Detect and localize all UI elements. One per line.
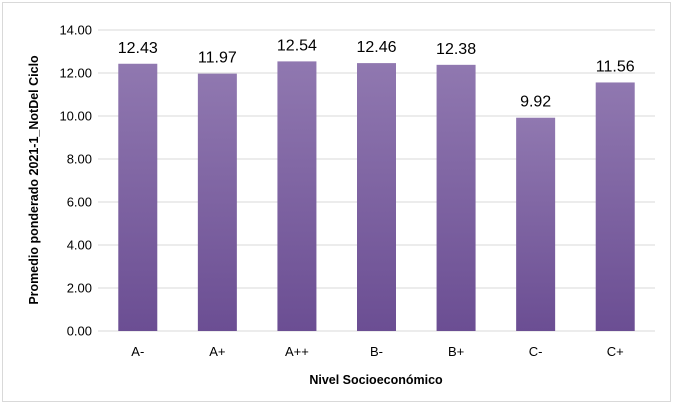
data-label: 12.46: [356, 39, 396, 56]
x-axis-title: Nivel Socioeconómico: [309, 373, 443, 387]
data-label: 12.54: [277, 37, 317, 54]
x-tick-label: A-: [131, 344, 144, 359]
y-tick-label: 6.00: [67, 195, 92, 210]
data-labels: 12.43 11.97 12.54 12.46 12.38 9.92 11.56: [118, 37, 635, 110]
y-tick-label: 14.00: [59, 23, 92, 38]
bar: [436, 64, 476, 331]
bar: [197, 73, 237, 332]
bar: [357, 63, 396, 332]
y-tick-label: 4.00: [67, 238, 92, 253]
x-tick-label: C+: [607, 344, 624, 359]
data-label: 11.97: [198, 50, 237, 67]
y-tick-label: 2.00: [67, 281, 92, 296]
x-tick-label: B+: [448, 344, 464, 359]
bar: [277, 61, 317, 331]
bar: [118, 63, 158, 331]
bars: [118, 61, 635, 332]
data-label: 9.92: [520, 94, 551, 111]
data-label: 12.43: [118, 40, 158, 57]
y-tick-label: 8.00: [67, 152, 92, 167]
x-tick-label: B-: [370, 344, 383, 359]
y-tick-label: 10.00: [59, 109, 92, 124]
bar: [516, 117, 556, 331]
x-axis-tick-labels: A- A+ A++ B- B+ C- C+: [131, 344, 623, 359]
x-tick-label: A++: [285, 344, 309, 359]
x-tick-label: C-: [529, 344, 543, 359]
y-axis-title: Promedio ponderado 2021-1_NotDel Ciclo: [27, 55, 41, 305]
y-axis-tick-labels: 0.00 2.00 4.00 6.00 8.00 10.00 12.00 14.00: [59, 23, 92, 339]
data-label: 12.38: [436, 41, 476, 58]
bar: [595, 82, 635, 332]
y-tick-label: 12.00: [59, 66, 92, 81]
x-tick-label: A+: [209, 344, 225, 359]
data-label: 11.56: [596, 58, 635, 75]
y-tick-label: 0.00: [67, 324, 92, 339]
